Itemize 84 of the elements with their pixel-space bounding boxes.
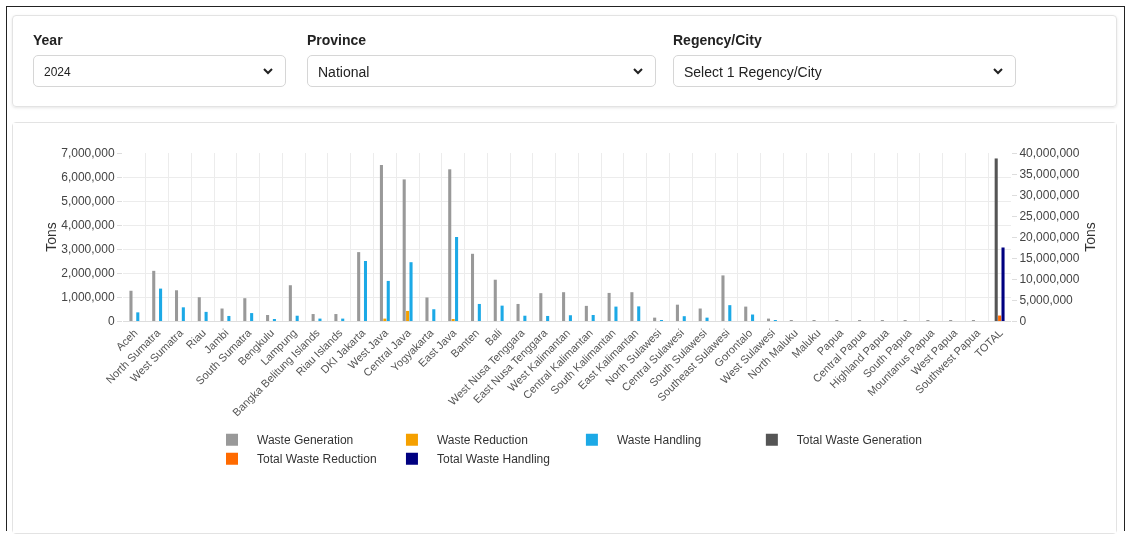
bar — [470, 253, 475, 321]
text: Year — [33, 32, 64, 48]
bar — [197, 297, 201, 321]
bar — [432, 309, 436, 321]
bar — [159, 288, 163, 321]
bar — [288, 285, 292, 321]
bar — [721, 275, 725, 321]
bar — [152, 270, 156, 321]
bar — [516, 303, 520, 321]
bar — [425, 297, 429, 321]
bar — [386, 280, 390, 321]
bar — [630, 292, 634, 321]
y2-tick-label: 15,000,000 — [1019, 251, 1080, 266]
bar — [311, 314, 315, 321]
bar — [136, 312, 140, 321]
legend-label: Waste Reduction — [436, 433, 528, 448]
text: National — [318, 64, 370, 80]
bar — [409, 262, 413, 321]
bar — [744, 306, 748, 321]
bar — [751, 314, 755, 321]
bar — [728, 305, 732, 321]
y-tick-label: 4,000,000 — [61, 218, 115, 233]
bar — [204, 311, 208, 321]
text: Select 1 Regency/City — [684, 64, 822, 80]
y-tick-label: 5,000,000 — [61, 194, 115, 209]
legend-label: Total Waste Handling — [436, 452, 550, 467]
bar — [493, 279, 497, 321]
legend-label: Waste Generation — [257, 433, 354, 448]
bar — [295, 315, 299, 321]
bar — [614, 306, 618, 321]
bar — [568, 315, 572, 321]
y-tick-label: 1,000,000 — [61, 290, 115, 305]
bar — [379, 165, 383, 321]
bar — [406, 310, 410, 321]
bar — [653, 317, 657, 321]
legend-label: Waste Handling — [616, 433, 702, 448]
bar — [562, 292, 566, 321]
bar — [539, 293, 543, 321]
y2-tick-label: 5,000,000 — [1019, 293, 1074, 308]
legend-label: Total Waste Generation — [796, 433, 922, 448]
y-tick-label: 6,000,000 — [61, 170, 115, 185]
y2-axis-title: Tons — [1081, 222, 1098, 252]
bar — [705, 317, 709, 321]
y-tick-label: 0 — [107, 314, 115, 329]
bar — [129, 290, 133, 321]
y-axis-title: Tons — [43, 222, 60, 252]
text: Regency/City — [673, 32, 763, 48]
bar — [363, 261, 368, 321]
bar — [591, 315, 595, 321]
bar — [682, 316, 686, 321]
y2-tick-label: 20,000,000 — [1019, 230, 1080, 245]
y2-tick-label: 35,000,000 — [1019, 167, 1080, 182]
bar — [675, 304, 679, 321]
bar — [266, 315, 270, 321]
y-tick-label: 7,000,000 — [61, 146, 115, 161]
y-tick-label: 3,000,000 — [61, 242, 115, 257]
bar — [477, 303, 481, 321]
bar — [220, 308, 224, 321]
bar — [607, 292, 611, 321]
y2-tick-label: 25,000,000 — [1019, 209, 1080, 224]
bar — [448, 169, 452, 321]
bar — [357, 252, 361, 321]
bar — [334, 314, 338, 321]
bar — [181, 307, 185, 321]
bar — [584, 305, 588, 321]
legend-label: Total Waste Reduction — [257, 452, 377, 467]
bar — [174, 290, 179, 321]
bar — [227, 315, 231, 321]
text: 2024 — [44, 65, 71, 79]
bar — [698, 308, 702, 321]
y2-tick-label: 30,000,000 — [1019, 188, 1080, 203]
y2-tick-label: 0 — [1019, 314, 1027, 329]
text: Province — [307, 32, 368, 48]
bar — [500, 305, 504, 321]
bar — [637, 306, 641, 321]
bar — [546, 315, 550, 321]
bar — [243, 298, 247, 321]
bar — [402, 179, 406, 321]
y-tick-label: 2,000,000 — [61, 266, 115, 281]
bar — [455, 237, 459, 321]
bar — [250, 313, 254, 321]
bar — [523, 315, 527, 321]
y2-tick-label: 10,000,000 — [1019, 272, 1080, 287]
y2-tick-label: 40,000,000 — [1019, 146, 1080, 161]
